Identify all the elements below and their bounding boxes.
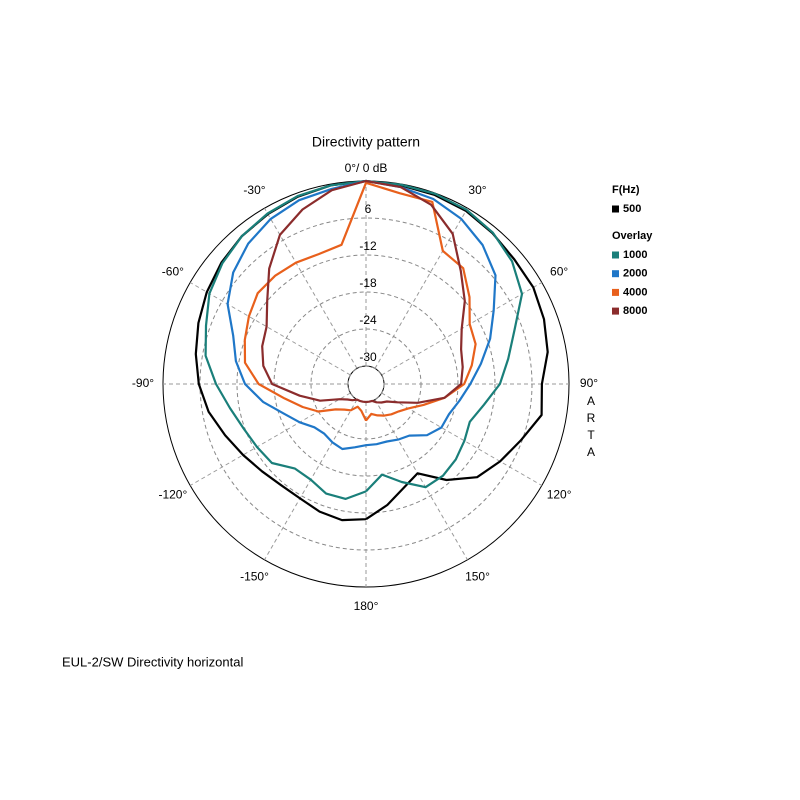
legend-title: F(Hz) (612, 184, 640, 196)
footer: EUL-2/SW Directivity horizontal (62, 654, 243, 669)
legend-swatch (612, 307, 619, 315)
theta-tick-label: 90° (580, 376, 598, 390)
theta-tick-label: 60° (550, 265, 568, 279)
legend-label: 2000 (623, 268, 647, 280)
legend-overlay: Overlay (612, 230, 653, 242)
legend-swatch (612, 205, 619, 213)
theta-tick-label: 0°/ 0 dB (345, 161, 388, 175)
r-grid-line (310, 328, 422, 440)
r-tick-label: -24 (359, 313, 377, 327)
theta-grid-line (381, 392, 543, 486)
legend-swatch (612, 288, 619, 296)
r-grid-line (236, 254, 496, 514)
r-tick-label: 6 (365, 202, 372, 216)
watermark: ARTA (584, 394, 598, 462)
legend-swatch (612, 251, 619, 259)
r-tick-label: -12 (359, 239, 377, 253)
theta-grid-line (374, 207, 468, 369)
r-grid-line (347, 365, 385, 403)
theta-grid-line (189, 392, 351, 486)
theta-tick-label: 180° (354, 599, 379, 613)
chart-title: Directivity pattern (312, 134, 420, 150)
theta-grid-line (374, 399, 468, 561)
theta-tick-label: -120° (158, 488, 187, 502)
legend-label: 500 (623, 203, 641, 215)
theta-tick-label: -90° (132, 376, 154, 390)
series-line (243, 181, 477, 422)
theta-tick-label: -150° (240, 569, 269, 583)
theta-tick-label: -30° (243, 183, 265, 197)
r-tick-label: -18 (359, 276, 377, 290)
theta-tick-label: 120° (547, 488, 572, 502)
series-line (261, 179, 466, 404)
r-tick-label: -30 (359, 350, 377, 364)
theta-grid-line (189, 282, 351, 376)
r-grid-line (199, 217, 533, 551)
theta-tick-label: 150° (465, 569, 490, 583)
legend-label: 1000 (623, 249, 647, 261)
legend-label: 4000 (623, 286, 647, 298)
theta-tick-label: -60° (162, 265, 184, 279)
legend-swatch (612, 270, 619, 278)
legend-label: 8000 (623, 305, 647, 317)
theta-grid-line (264, 207, 358, 369)
theta-tick-label: 30° (468, 183, 486, 197)
